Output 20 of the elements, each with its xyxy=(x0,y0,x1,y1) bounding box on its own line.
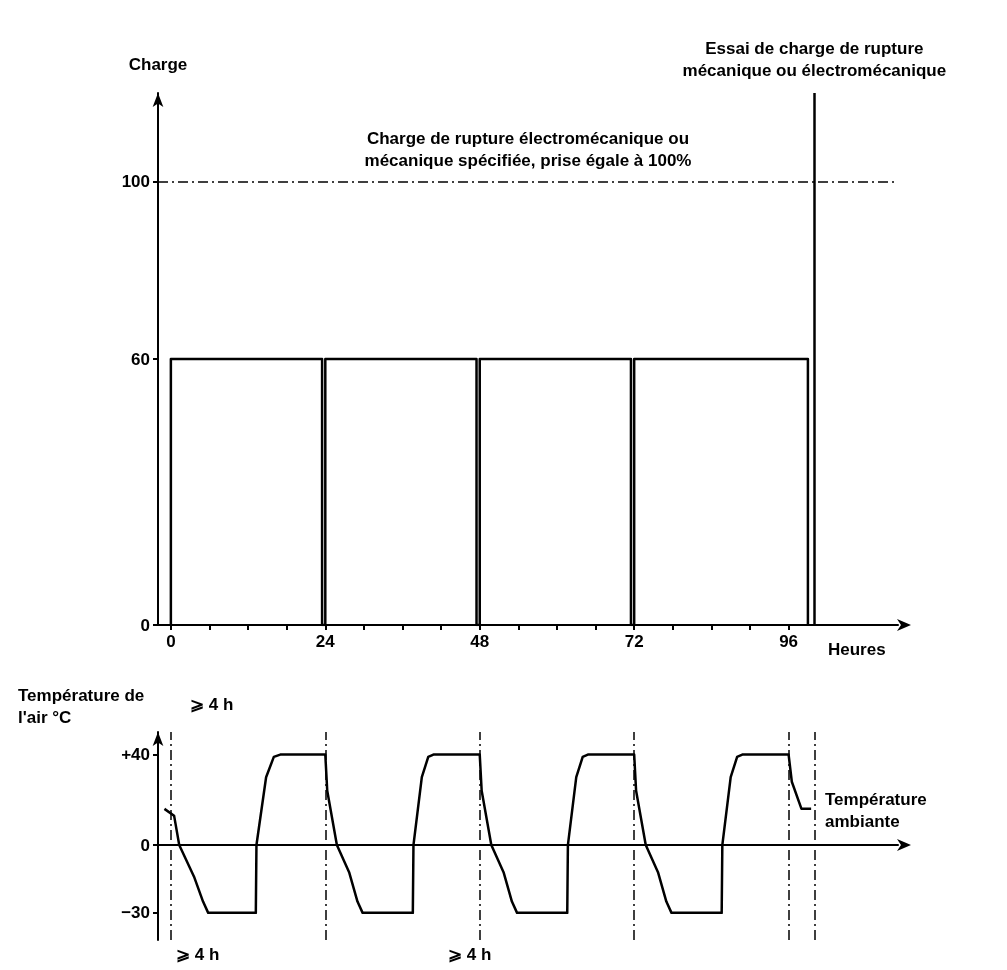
x-tick-label: 0 xyxy=(166,632,176,651)
y-tick-label: +40 xyxy=(121,745,150,765)
y-tick-label: −30 xyxy=(121,903,150,923)
x-tick-label: 96 xyxy=(779,632,799,651)
text: ⩾ 4 h xyxy=(176,944,220,964)
x-axis-title: Heures xyxy=(828,639,886,659)
annotation: Température ambiante xyxy=(825,789,927,831)
y-tick-label: 0 xyxy=(140,835,150,855)
y-tick-label: 100 xyxy=(121,172,150,192)
y-axis-title: Température de l'air °C xyxy=(18,685,150,727)
text: ⩾ 4 h xyxy=(448,944,492,964)
text: ⩾ 4 h xyxy=(190,694,234,714)
x-tick-label: 24 xyxy=(315,632,336,651)
x-tick-label: 48 xyxy=(470,632,490,651)
ref-line-label: Essai de charge de rupture mécanique ou électromécanique xyxy=(682,38,947,80)
y-tick-label: 60 xyxy=(131,349,150,369)
x-tick-label: 72 xyxy=(624,632,644,651)
y-tick-label: 0 xyxy=(140,615,150,635)
y-axis-title: Charge xyxy=(128,54,188,74)
ref-line-label: Charge de rupture électromécanique ou mécanique spécifiée, prise égale à 100% xyxy=(364,129,692,171)
